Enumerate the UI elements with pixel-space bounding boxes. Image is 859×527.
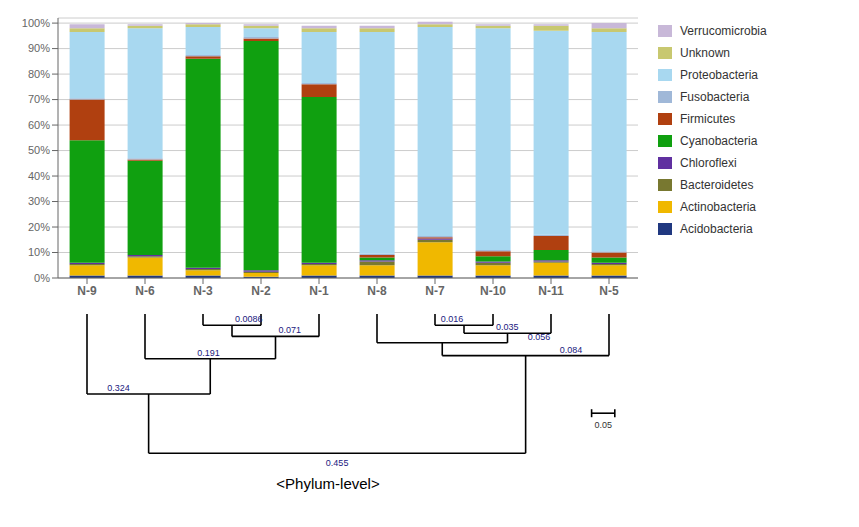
svg-text:10%: 10% — [28, 246, 50, 258]
svg-text:0.0086: 0.0086 — [235, 314, 263, 324]
svg-text:30%: 30% — [28, 195, 50, 207]
svg-text:0.324: 0.324 — [107, 383, 130, 393]
svg-text:N-2: N-2 — [251, 284, 271, 298]
svg-text:50%: 50% — [28, 144, 50, 156]
svg-text:0.035: 0.035 — [496, 322, 519, 332]
html-text:Fusobacteria: Fusobacteria — [680, 90, 750, 104]
svg-text:90%: 90% — [28, 42, 50, 54]
svg-text:N-11: N-11 — [538, 284, 564, 298]
svg-text:60%: 60% — [28, 119, 50, 131]
html-text:Verrucomicrobia: Verrucomicrobia — [680, 24, 767, 38]
html-text:Proteobacteria: Proteobacteria — [680, 68, 758, 82]
svg-text:N-9: N-9 — [77, 284, 97, 298]
svg-text:0.084: 0.084 — [560, 345, 583, 355]
svg-text:N-10: N-10 — [480, 284, 506, 298]
html-text:Cyanobacteria: Cyanobacteria — [680, 134, 758, 148]
html-text:Chloroflexi: Chloroflexi — [680, 156, 737, 170]
svg-text:80%: 80% — [28, 68, 50, 80]
svg-text:N-6: N-6 — [135, 284, 155, 298]
svg-text:70%: 70% — [28, 93, 50, 105]
svg-text:100%: 100% — [22, 17, 50, 29]
svg-text:0.191: 0.191 — [197, 348, 220, 358]
html-text:Firmicutes: Firmicutes — [680, 112, 736, 126]
svg-text:N-7: N-7 — [425, 284, 445, 298]
svg-text:20%: 20% — [28, 221, 50, 233]
html-text:Acidobacteria: Acidobacteria — [680, 222, 753, 236]
html-text:Bacteroidetes: Bacteroidetes — [680, 178, 754, 192]
svg-text:40%: 40% — [28, 170, 50, 182]
svg-text:N-5: N-5 — [599, 284, 619, 298]
html-text:Actinobacteria: Actinobacteria — [680, 200, 756, 214]
svg-text:N-8: N-8 — [367, 284, 387, 298]
html-text:<Phylum-level>: <Phylum-level> — [276, 475, 380, 492]
html-text:Unknown: Unknown — [680, 46, 730, 60]
svg-text:N-1: N-1 — [309, 284, 329, 298]
svg-text:N-3: N-3 — [193, 284, 213, 298]
svg-text:0.056: 0.056 — [528, 332, 551, 342]
svg-text:0.016: 0.016 — [441, 314, 464, 324]
svg-text:0.455: 0.455 — [326, 458, 349, 468]
svg-text:0%: 0% — [34, 272, 50, 284]
svg-text:0.05: 0.05 — [594, 420, 612, 430]
svg-text:0.071: 0.071 — [278, 325, 301, 335]
